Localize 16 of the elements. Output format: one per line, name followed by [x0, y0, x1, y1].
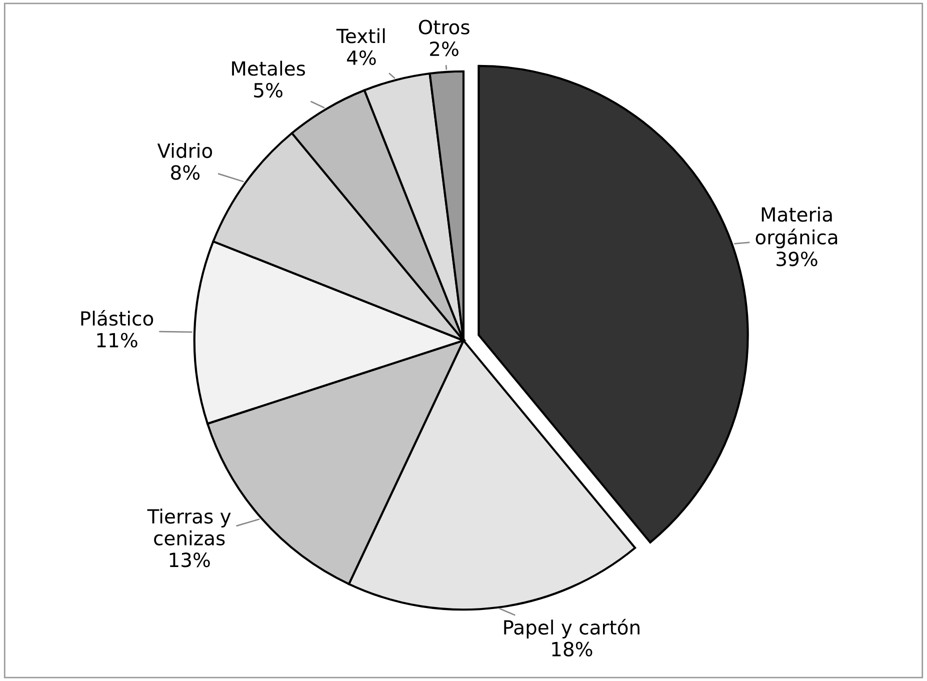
slice-label: Plástico: [81, 310, 154, 326]
slice-label: Otros: [418, 20, 470, 34]
slice-label: Papel y cartón: [504, 618, 640, 638]
slice-label: Metales: [232, 60, 305, 76]
data-label: 2%: [430, 41, 458, 56]
data-label: 5%: [254, 82, 282, 98]
data-label: 39%: [776, 252, 818, 266]
data-label: 11%: [97, 332, 138, 348]
data-label: 18%: [552, 642, 592, 656]
slice-label: Materia orgánica: [756, 206, 838, 248]
data-label: 4%: [346, 50, 376, 66]
slice-label: Vidrio: [157, 143, 212, 158]
slice-label: Tierras y cenizas: [147, 508, 231, 546]
slice-label: Textil: [336, 28, 385, 44]
data-label: 8%: [171, 165, 200, 180]
data-label: 13%: [170, 552, 210, 568]
